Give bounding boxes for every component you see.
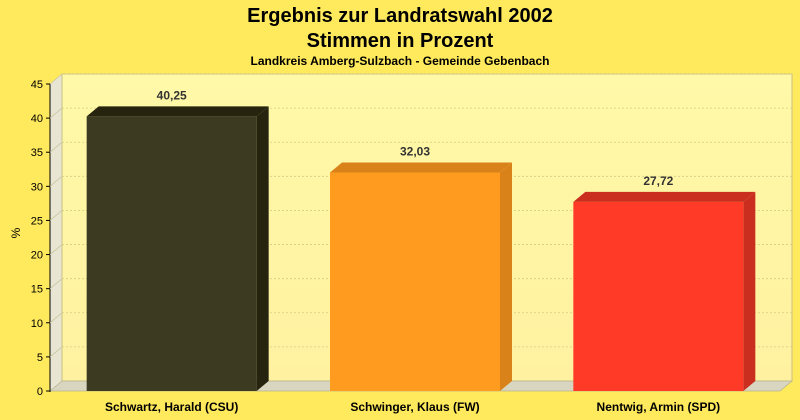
y-tick-label: 15 <box>31 284 43 296</box>
bar-value-label: 32,03 <box>400 144 430 158</box>
chart-subtitle: Landkreis Amberg-Sulzbach - Gemeinde Geb… <box>251 54 550 68</box>
y-tick-label: 45 <box>31 79 43 91</box>
gridline-wall <box>49 312 63 324</box>
x-category-label: Schwartz, Harald (CSU) <box>105 400 238 414</box>
bar-top <box>86 106 269 117</box>
y-tick-label: 30 <box>31 181 43 193</box>
bar-group: 40,25 Schwartz, Harald (CSU) <box>86 88 269 414</box>
gridline-wall <box>49 73 63 85</box>
y-tick-label: 0 <box>37 386 43 398</box>
bar-side <box>500 162 512 391</box>
y-tick-label: 5 <box>37 352 43 364</box>
gridline-wall <box>49 107 63 119</box>
x-category-label: Schwinger, Klaus (FW) <box>350 400 479 414</box>
chart-title-line2: Stimmen in Prozent <box>307 30 494 52</box>
bar-side <box>256 106 269 392</box>
bar-top <box>330 162 512 173</box>
bar <box>86 116 257 392</box>
bar-value-label: 27,72 <box>643 174 673 188</box>
bar-side <box>743 191 756 391</box>
y-tick-label: 40 <box>31 113 43 125</box>
gridline-wall <box>49 176 63 187</box>
bars: 40,25 Schwartz, Harald (CSU) 32,03 Schwinge… <box>86 88 756 414</box>
bar-group: 27,72 Nentwig, Armin (SPD) <box>573 174 756 414</box>
y-tick-label: 10 <box>31 318 43 330</box>
y-tick-labels: 0 5 10 15 20 25 30 35 40 45 <box>31 79 50 398</box>
bar-value-label: 40,25 <box>157 88 187 102</box>
y-tick-label: 20 <box>31 250 43 262</box>
y-axis-label: % <box>9 227 23 238</box>
gridline-wall <box>49 141 63 153</box>
bar-group: 32,03 Schwinger, Klaus (FW) <box>330 144 512 414</box>
gridline-wall <box>49 346 63 358</box>
x-category-label: Nentwig, Armin (SPD) <box>597 400 721 414</box>
gridline-wall <box>49 278 63 289</box>
y-tick-label: 35 <box>31 147 43 159</box>
gridline-wall <box>49 210 63 221</box>
chart-title: Ergebnis zur Landratswahl 2002 <box>247 5 553 27</box>
bar-top <box>573 191 756 202</box>
y-tick-label: 25 <box>31 215 43 227</box>
bar <box>330 172 500 391</box>
bar <box>573 201 744 391</box>
gridline-wall <box>49 244 63 255</box>
